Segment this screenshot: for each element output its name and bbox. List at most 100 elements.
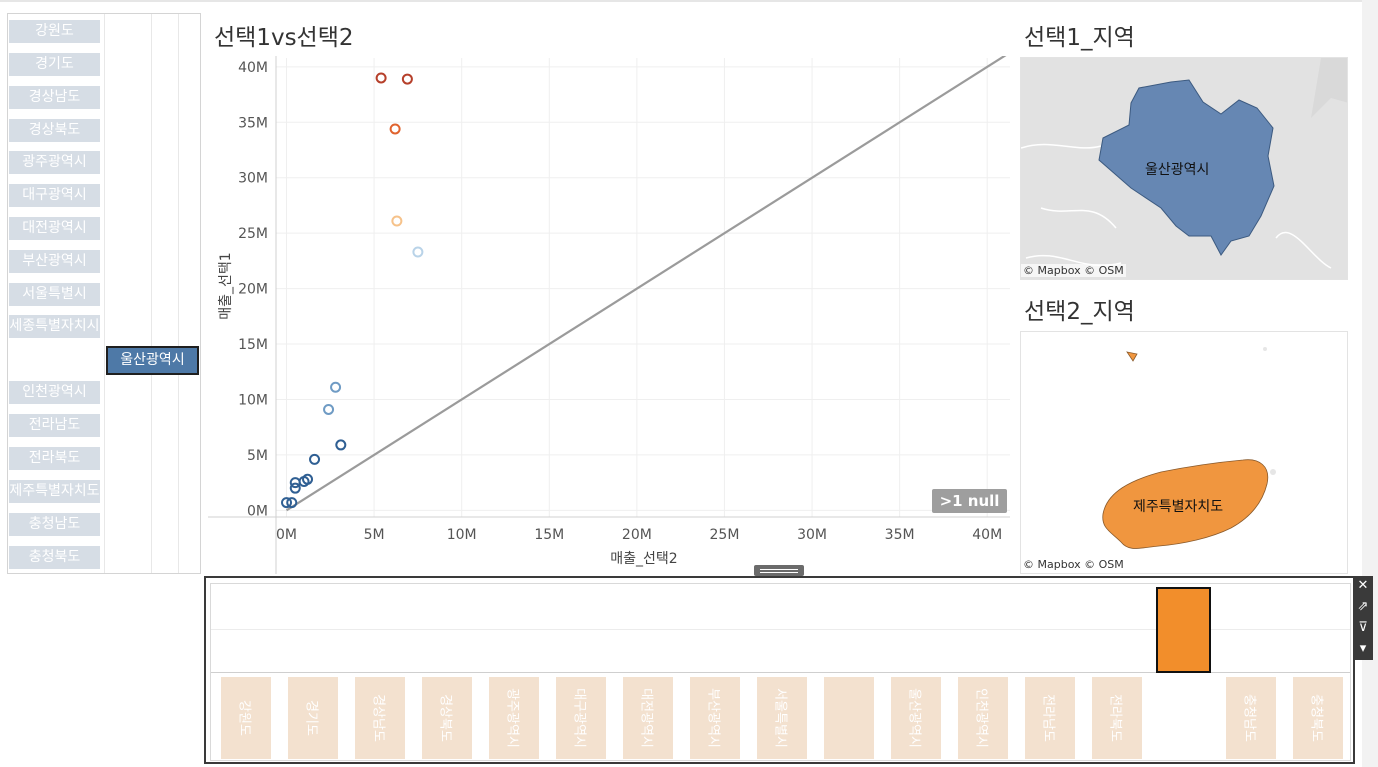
bottom-category-cell[interactable]: 전라북도 [1092, 677, 1142, 759]
y-tick-label: 30M [238, 171, 268, 187]
bottom-category-label: 강원도 [236, 700, 252, 736]
bottom-category-cell[interactable]: 대전광역시 [623, 677, 673, 759]
region-button[interactable]: 경상남도 [9, 86, 100, 109]
x-tick-label: 5M [364, 527, 385, 543]
x-tick-label: 15M [534, 527, 564, 543]
region-button[interactable]: 충청남도 [9, 513, 100, 536]
pane-resize-handle[interactable] [754, 565, 804, 576]
bottom-category-cell[interactable]: 인천광역시 [958, 677, 1008, 759]
scatter-chart[interactable]: 0M 5M 10M 15M 20M 25M 30M 35M 40M 0M 5M 10M 15M 20M 25… [208, 56, 1012, 576]
column-divider [104, 14, 105, 573]
y-tick-label: 0M [247, 503, 268, 519]
null-badge[interactable]: >1 null [932, 489, 1007, 513]
y-tick-label: 40M [238, 60, 268, 76]
bottom-category-label: 전라북도 [1107, 694, 1123, 742]
filter-icon[interactable]: ⊽ [1358, 620, 1368, 635]
y-tick-label: 35M [238, 115, 268, 131]
bottom-category-cell[interactable]: 경기도 [288, 677, 338, 759]
bottom-category-cell[interactable]: 부산광역시 [690, 677, 740, 759]
highlight-bar[interactable] [1156, 587, 1211, 673]
region-button[interactable]: 전라남도 [9, 414, 100, 437]
region-button[interactable]: 서울특별시 [9, 283, 100, 306]
bottom-category-cell[interactable]: 서울특별시 [757, 677, 807, 759]
dropdown-arrow-icon[interactable]: ▾ [1359, 641, 1367, 656]
scatter-point[interactable] [289, 477, 301, 489]
map2-jeju[interactable]: 제주특별자치도 © Mapbox © OSM [1020, 331, 1348, 574]
jeju-region[interactable] [1102, 459, 1269, 549]
scatter-point[interactable] [323, 403, 335, 415]
map1-svg [1021, 58, 1347, 279]
region-button[interactable]: 전라북도 [9, 447, 100, 470]
map2-svg [1102, 347, 1276, 549]
bottom-category-cell[interactable]: 경상남도 [355, 677, 405, 759]
x-tick-label: 35M [885, 527, 915, 543]
map1-credit: © Mapbox © OSM [1021, 264, 1126, 277]
bottom-category-cell[interactable]: 충청북도 [1293, 677, 1343, 759]
ulsan-region[interactable] [1098, 79, 1275, 256]
x-axis-title: 매출_선택2 [610, 551, 677, 567]
scatter-point[interactable] [335, 439, 347, 451]
bottom-category-cell[interactable] [824, 677, 874, 759]
scatter-title: 선택1vs선택2 [214, 25, 354, 51]
close-icon[interactable]: ✕ [1357, 578, 1369, 593]
bottom-category-cell[interactable]: 전라남도 [1025, 677, 1075, 759]
region-button[interactable]: 충청북도 [9, 546, 100, 569]
region-button[interactable]: 인천광역시 [9, 381, 100, 404]
bottom-category-label: 부산광역시 [705, 688, 721, 748]
map1-title: 선택1_지역 [1024, 25, 1135, 51]
scatter-point[interactable] [309, 453, 321, 465]
x-tick-label: 0M [276, 527, 297, 543]
scatter-point[interactable] [289, 482, 301, 494]
bottom-category-label: 경상남도 [370, 694, 386, 742]
sheet-toolbar: ✕ ⇗ ⊽ ▾ [1353, 576, 1373, 660]
region-button[interactable]: 강원도 [9, 20, 100, 43]
bottom-category-cell[interactable]: 울산광역시 [891, 677, 941, 759]
region-button[interactable]: 대전광역시 [9, 217, 100, 240]
gridline [211, 629, 1350, 630]
y-tick-label: 5M [247, 448, 268, 464]
scatter-point[interactable] [281, 497, 293, 509]
scatter-point[interactable] [412, 246, 424, 258]
scatter-point[interactable] [375, 72, 387, 84]
axis-line [211, 672, 1350, 673]
islet [1263, 347, 1267, 351]
scatter-point[interactable] [330, 381, 342, 393]
region-button[interactable]: 경기도 [9, 53, 100, 76]
bottom-category-label: 인천광역시 [973, 688, 989, 748]
bottom-category-cell[interactable]: 대구광역시 [556, 677, 606, 759]
column-divider [151, 14, 152, 573]
scatter-point[interactable] [391, 215, 403, 227]
x-tick-label: 10M [447, 527, 477, 543]
map1-ulsan[interactable]: 울산광역시 © Mapbox © OSM [1020, 57, 1348, 280]
region-button[interactable]: 세종특별자치시 [9, 315, 100, 338]
scatter-svg: 0M 5M 10M 15M 20M 25M 30M 35M 40M 0M 5M 10M 15M 20M 25… [208, 56, 1010, 574]
roads [1021, 143, 1332, 269]
coast-fragment [1126, 351, 1138, 362]
bottom-category-label: 충청남도 [1241, 694, 1257, 742]
region-button[interactable]: 제주특별자치도 [9, 480, 100, 503]
scatter-point[interactable] [389, 123, 401, 135]
scatter-point[interactable] [401, 73, 413, 85]
bottom-category-cell[interactable]: 광주광역시 [489, 677, 539, 759]
selected-region-button[interactable]: 울산광역시 [106, 346, 199, 375]
islet [1270, 469, 1276, 475]
region-button[interactable]: 부산광역시 [9, 250, 100, 273]
bottom-category-cell[interactable]: 충청남도 [1226, 677, 1276, 759]
region-button[interactable]: 대구광역시 [9, 184, 100, 207]
region-button[interactable]: 경상북도 [9, 119, 100, 142]
x-tick-label: 25M [710, 527, 740, 543]
bottom-bar-sheet[interactable]: 강원도 경기도 경상남도 경상북도 광주광역시 대구광역시 대전광역시 부산광역시 서울특별시 울… [204, 576, 1355, 764]
bottom-category-cell[interactable]: 경상북도 [422, 677, 472, 759]
bottom-category-label: 서울특별시 [772, 688, 788, 748]
sea-area [1311, 58, 1347, 118]
bottom-plot-area: 강원도 경기도 경상남도 경상북도 광주광역시 대구광역시 대전광역시 부산광역시 서울특별시 울… [210, 583, 1351, 761]
bottom-category-cell[interactable]: 강원도 [221, 677, 271, 759]
region-button[interactable]: 광주광역시 [9, 151, 100, 174]
open-external-icon[interactable]: ⇗ [1357, 599, 1369, 614]
x-tick-label: 20M [622, 527, 652, 543]
y-tick-label: 15M [238, 337, 268, 353]
scatter-point[interactable] [286, 497, 298, 509]
vertical-scrollbar[interactable] [1362, 0, 1378, 767]
x-tick-label: 30M [797, 527, 827, 543]
